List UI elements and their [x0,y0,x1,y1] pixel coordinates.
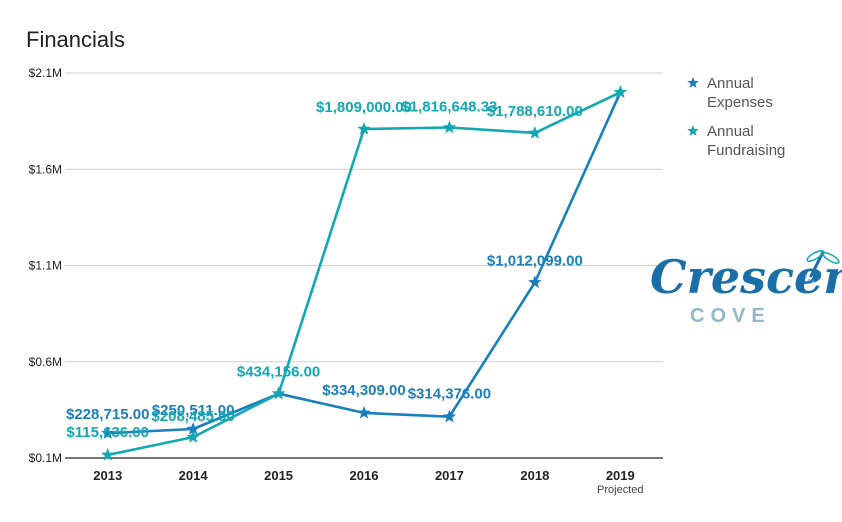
data-label: $228,715.00 [66,406,149,423]
logo: Crescent COVE [650,250,842,327]
grid [65,72,663,459]
series-point [186,430,200,443]
legend-label-line2: Expenses [707,94,773,111]
data-label: $334,309.00 [322,382,405,399]
data-label: $1,012,099.00 [487,252,583,269]
series-point [357,405,371,419]
logo-main-text: Crescent [650,250,842,304]
y-tick-label: $1.1M [29,259,62,273]
data-label: $434,156.00 [237,364,320,381]
series-group [101,85,627,461]
series-point [442,409,457,423]
x-tick-note: Projected [597,484,643,496]
x-tick-label: 2016 [350,468,379,483]
legend-label: Annual [707,75,754,92]
series-point [271,386,286,400]
x-tick-label: 2019 [606,468,635,483]
series-point [186,422,200,435]
series-point [528,275,542,289]
data-label: $208,485.00 [151,408,234,425]
data-label: $1,816,648.33 [401,99,497,116]
series-point [528,125,542,139]
data-label: $1,809,000.00 [316,99,412,116]
x-tick-label: 2014 [179,468,209,483]
series-point [442,120,457,134]
logo-sub-text: COVE [690,305,771,327]
series-line-1 [107,91,621,457]
y-tick-label: $2.1M [29,66,62,80]
data-labels: $228,715.00 $250,511.00 $334,309.00 $314,37… [66,99,583,441]
x-tick-label: 2018 [520,468,549,483]
data-label: $115,636.00 [66,424,149,441]
chart-title: Financials [26,27,125,52]
legend-label: Annual [707,123,754,140]
data-label: $314,376.00 [408,386,491,403]
legend-label-line2: Fundraising [707,142,785,159]
legend: Annual Expenses Annual Fundraising [687,75,785,159]
y-tick-label: $1.6M [29,162,62,176]
legend-marker [687,125,699,136]
y-tick-label: $0.1M [29,451,62,465]
data-label: $250,511.00 [152,402,235,419]
series-point [613,85,627,98]
x-tick-label: 2017 [435,468,464,483]
y-axis: $0.1M $0.6M $1.1M $1.6M $2.1M [29,66,62,465]
series-point [101,426,115,439]
data-label: $1,788,610.00 [487,103,583,120]
x-tick-label: 2013 [93,468,122,483]
legend-marker [687,77,699,88]
series-point [357,122,371,135]
dragonfly-icon [804,250,840,284]
y-tick-label: $0.6M [29,355,62,369]
series-point [101,447,115,461]
x-tick-label: 2015 [264,468,293,483]
